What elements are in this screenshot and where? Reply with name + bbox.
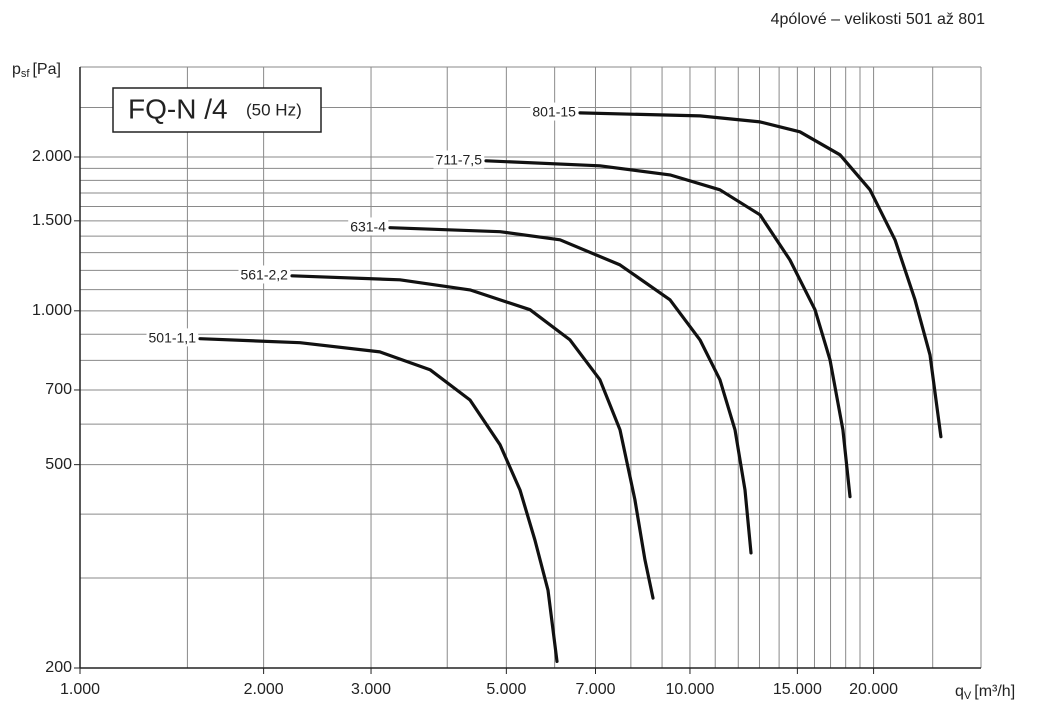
- curve-label-bg: [146, 328, 199, 347]
- curve: [388, 226, 753, 555]
- curve-label: 631-4: [350, 218, 386, 234]
- curve: [290, 274, 655, 600]
- x-tick-label: 20.000: [849, 681, 898, 698]
- chart-subtitle: (50 Hz): [246, 100, 302, 119]
- x-tick-label: 3.000: [351, 681, 391, 698]
- y-label-subscript: sf: [21, 68, 31, 80]
- y-tick-label: 200: [45, 659, 72, 676]
- curve: [484, 159, 852, 499]
- header: 4pólové – velikosti 501 až 801: [771, 11, 985, 28]
- x-label-unit: [m³/h]: [974, 683, 1015, 700]
- curve-label-bg: [530, 102, 579, 121]
- chart-title: FQ-N /4: [128, 93, 228, 124]
- curve-label: 711-7,5: [436, 151, 483, 167]
- title-box: [112, 87, 322, 133]
- y-tick-label: 2.000: [32, 148, 72, 165]
- x-label-subscript: V: [964, 690, 972, 702]
- y-tick-label: 700: [45, 381, 72, 398]
- x-tick-label: 15.000: [773, 681, 822, 698]
- plot-area: 1.000 2.000 3.000 5.000 7.000 10.000 15.000 20.…: [32, 66, 982, 698]
- x-label-symbol: q: [955, 683, 964, 700]
- curve: [578, 111, 943, 439]
- y-label-unit: [Pa]: [32, 61, 60, 78]
- x-tick-label: 10.000: [666, 681, 715, 698]
- y-tick-label: 1.000: [32, 302, 72, 319]
- y-label-symbol: p: [12, 61, 21, 78]
- curve-label-bg: [433, 150, 485, 169]
- x-tick-label: 1.000: [60, 681, 100, 698]
- y-tick-label: 1.500: [32, 212, 72, 229]
- curve-label-bg: [238, 265, 291, 284]
- curve-label: 801-15: [532, 104, 576, 120]
- curve-label: 561-2,2: [240, 266, 288, 282]
- x-tick-label: 5.000: [486, 681, 526, 698]
- y-tick-label: 500: [45, 456, 72, 473]
- curve-label-bg: [348, 217, 389, 236]
- curve: [198, 337, 559, 663]
- x-axis-label: qV [m³/h]: [955, 683, 1015, 702]
- y-axis-label: psf [Pa]: [12, 61, 61, 80]
- x-tick-label: 2.000: [244, 681, 284, 698]
- curve-label: 501-1,1: [149, 329, 197, 345]
- x-tick-label: 7.000: [575, 681, 615, 698]
